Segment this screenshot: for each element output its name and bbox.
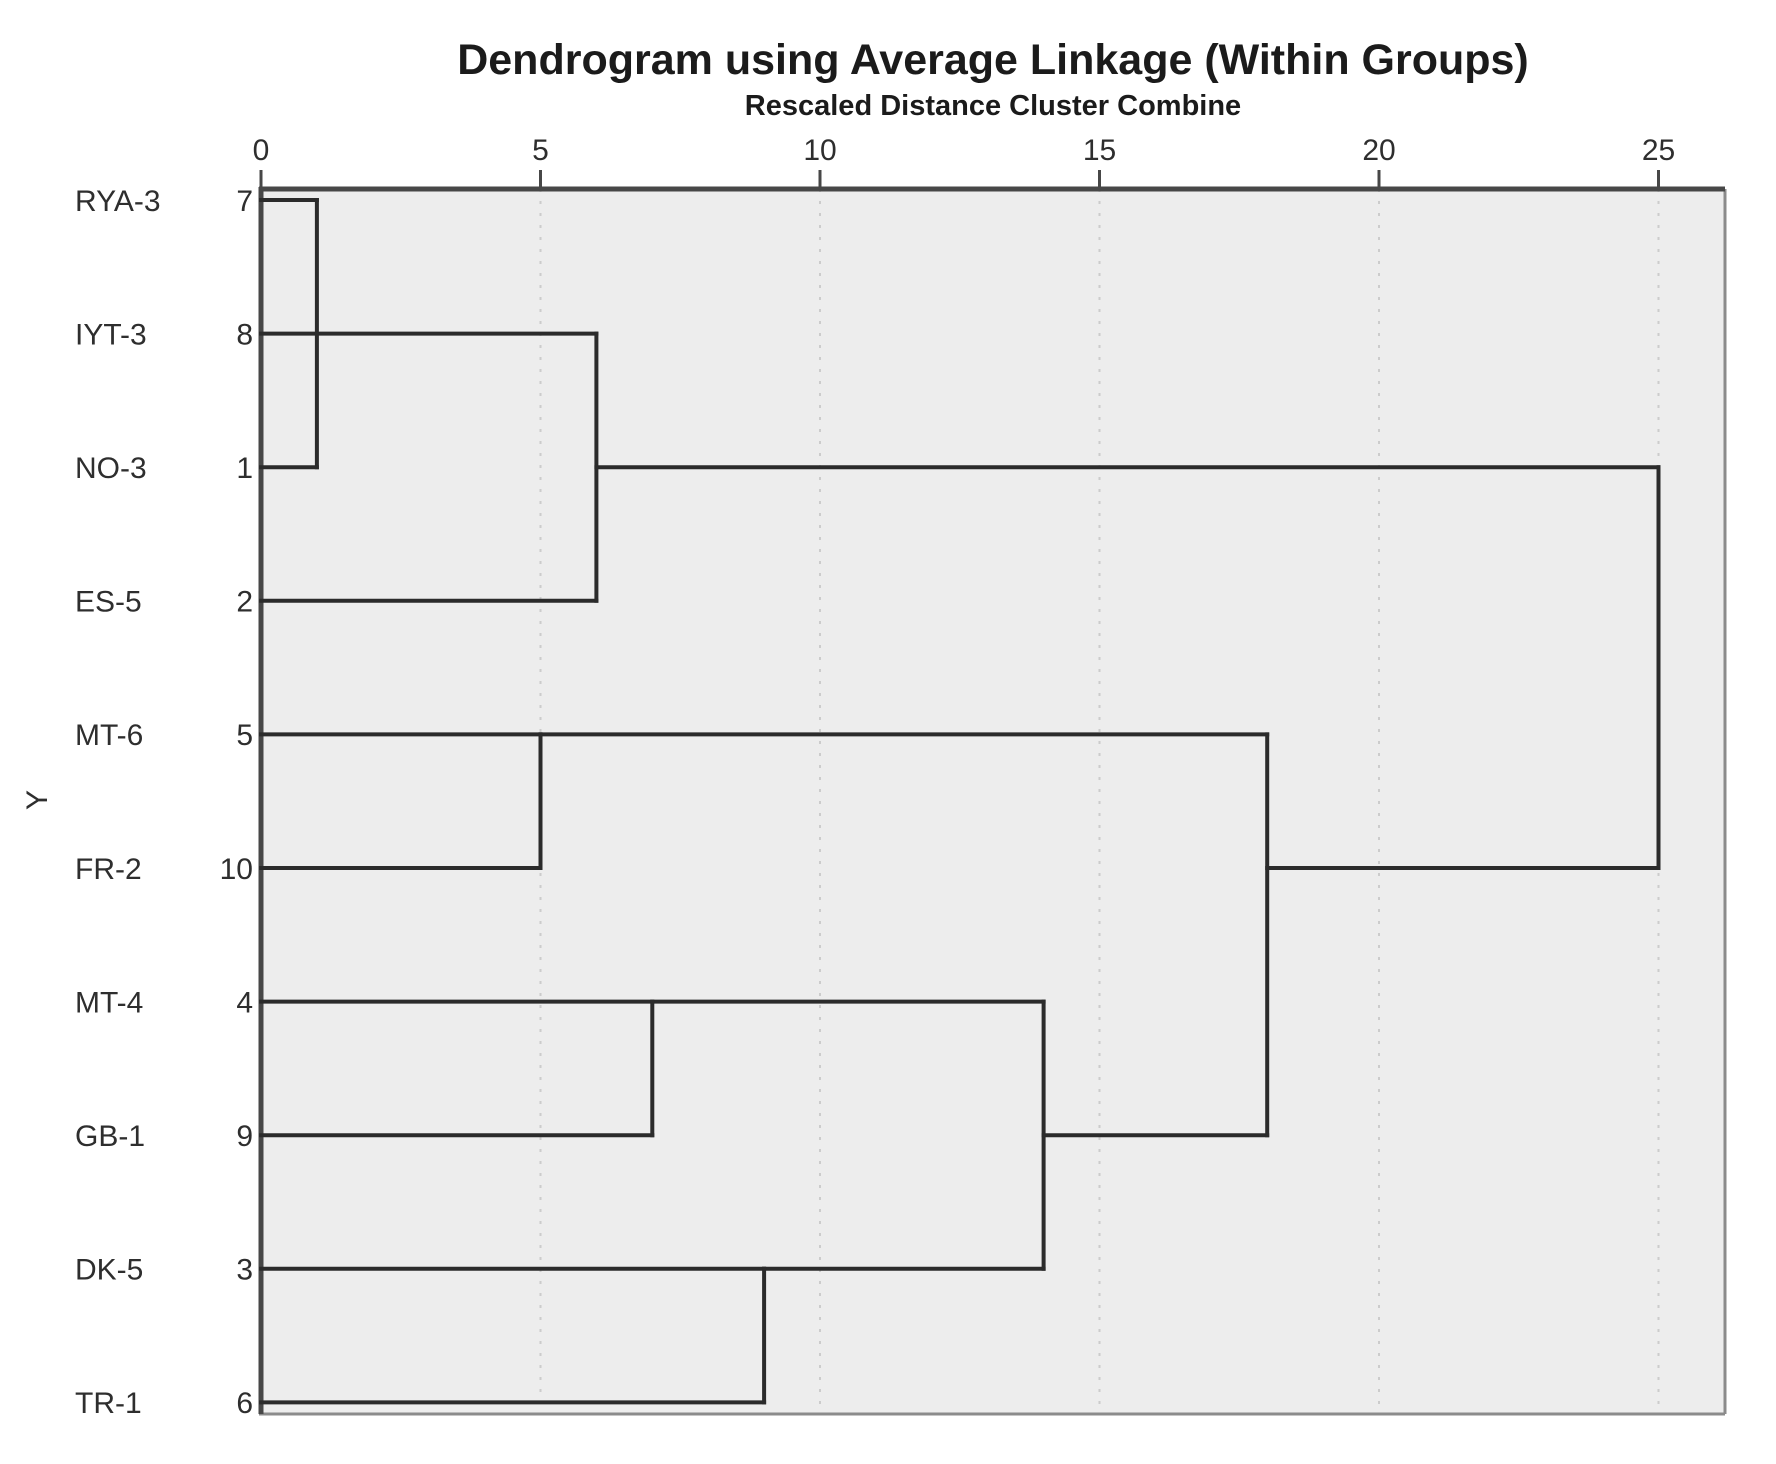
case-number: 10 bbox=[220, 853, 253, 886]
leaf-label: GB-1 bbox=[75, 1120, 145, 1153]
case-number: 2 bbox=[236, 586, 253, 619]
x-tick-label: 20 bbox=[1362, 134, 1395, 167]
x-tick-label: 15 bbox=[1083, 134, 1116, 167]
case-number: 3 bbox=[236, 1254, 253, 1287]
case-number: 9 bbox=[236, 1120, 253, 1153]
leaf-label: MT-4 bbox=[75, 986, 143, 1019]
leaf-label: IYT-3 bbox=[75, 318, 147, 351]
chart-title: Dendrogram using Average Linkage (Within… bbox=[457, 36, 1529, 84]
leaf-label: DK-5 bbox=[75, 1254, 143, 1287]
plot-background bbox=[261, 189, 1725, 1414]
case-number: 4 bbox=[236, 986, 253, 1019]
leaf-label: NO-3 bbox=[75, 452, 147, 485]
chart-subtitle: Rescaled Distance Cluster Combine bbox=[744, 90, 1242, 122]
x-tick-label: 0 bbox=[253, 134, 270, 167]
leaf-label: MT-6 bbox=[75, 719, 143, 752]
case-number: 6 bbox=[236, 1387, 253, 1420]
y-axis-title: Y bbox=[21, 790, 54, 810]
x-tick-label: 10 bbox=[803, 134, 836, 167]
x-tick-label: 5 bbox=[532, 134, 549, 167]
leaf-label: FR-2 bbox=[75, 853, 142, 886]
leaf-label: TR-1 bbox=[75, 1387, 142, 1420]
case-number: 1 bbox=[236, 452, 253, 485]
leaf-label: ES-5 bbox=[75, 586, 142, 619]
case-number: 8 bbox=[236, 318, 253, 351]
case-number: 5 bbox=[236, 719, 253, 752]
x-tick-label: 25 bbox=[1642, 134, 1675, 167]
case-number: 7 bbox=[236, 185, 253, 218]
leaf-label: RYA-3 bbox=[75, 185, 161, 218]
